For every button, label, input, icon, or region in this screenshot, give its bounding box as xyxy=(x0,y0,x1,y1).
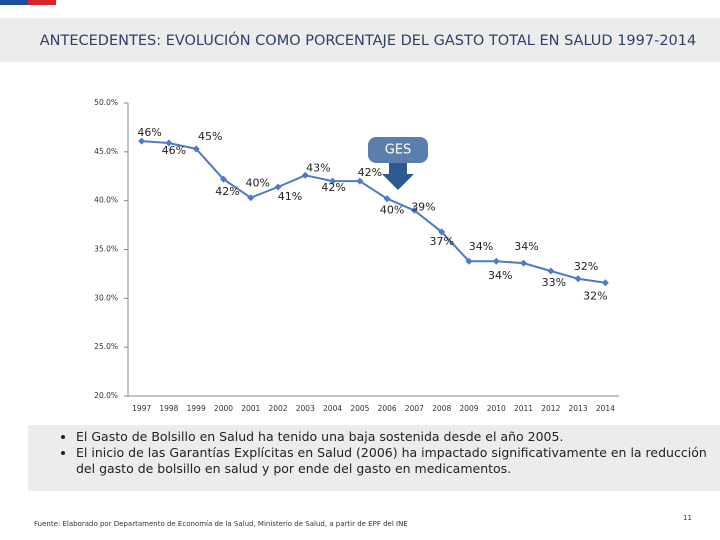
y-tick-label: 35.0% xyxy=(94,245,118,254)
x-tick-label: 2013 xyxy=(569,404,588,413)
value-label: 34% xyxy=(488,269,512,282)
annotation: GES xyxy=(385,143,412,158)
marker xyxy=(247,194,255,202)
x-tick-label: 2009 xyxy=(459,404,478,413)
bullet-box: El Gasto de Bolsillo en Salud ha tenido … xyxy=(28,425,720,491)
x-tick-label: 2006 xyxy=(378,404,397,413)
x-tick-label: 1997 xyxy=(132,404,151,413)
value-label: 40% xyxy=(246,177,270,190)
value-label: 32% xyxy=(574,260,598,273)
value-label: 37% xyxy=(429,235,453,248)
x-tick-label: 2008 xyxy=(432,404,451,413)
flag-red xyxy=(28,0,56,5)
x-tick-label: 2002 xyxy=(268,404,287,413)
marker xyxy=(547,267,555,275)
bullet: El Gasto de Bolsillo en Salud ha tenido … xyxy=(76,429,710,445)
y-tick-label: 50.0% xyxy=(94,98,118,107)
bullet-list: El Gasto de Bolsillo en Salud ha tenido … xyxy=(48,429,710,477)
marker xyxy=(219,175,227,183)
value-label: 45% xyxy=(198,130,222,143)
marker xyxy=(383,195,391,203)
marker xyxy=(410,206,418,214)
x-tick-label: 2001 xyxy=(241,404,260,413)
x-tick-label: 2012 xyxy=(541,404,560,413)
value-label: 34% xyxy=(514,240,538,253)
x-tick-label: 2004 xyxy=(323,404,342,413)
value-label: 39% xyxy=(411,200,435,213)
x-tick-label: 2005 xyxy=(350,404,369,413)
value-label: 34% xyxy=(469,240,493,253)
value-label: 32% xyxy=(583,290,607,303)
x-tick-label: 1999 xyxy=(187,404,206,413)
value-label: 43% xyxy=(306,161,330,174)
x-tick-label: 2011 xyxy=(514,404,533,413)
ges-arrow xyxy=(382,163,414,190)
chart-title: ANTECEDENTES: EVOLUCIÓN COMO PORCENTAJE … xyxy=(40,31,697,49)
y-tick-label: 45.0% xyxy=(94,147,118,156)
y-tick-label: 30.0% xyxy=(94,293,118,302)
marker xyxy=(574,275,582,283)
bullet: El inicio de las Garantías Explícitas en… xyxy=(76,445,710,477)
y-tick-label: 20.0% xyxy=(94,391,118,400)
x-tick-label: 2003 xyxy=(296,404,315,413)
value-label: 41% xyxy=(278,190,302,203)
x-tick-label: 2014 xyxy=(596,404,615,413)
y-tick-label: 25.0% xyxy=(94,342,118,351)
source: Fuente: Elaborado por Departamento de Ec… xyxy=(34,520,408,528)
x-tick-label: 2000 xyxy=(214,404,233,413)
y-tick-label: 40.0% xyxy=(94,196,118,205)
value-label: 42% xyxy=(321,181,345,194)
value-label: 40% xyxy=(380,204,404,217)
x-tick-label: 1998 xyxy=(159,404,178,413)
value-label: 46% xyxy=(137,126,161,139)
x-tick-label: 2010 xyxy=(487,404,506,413)
marker xyxy=(465,257,473,265)
marker xyxy=(329,177,337,185)
page-number: 11 xyxy=(683,514,692,522)
value-label: 42% xyxy=(358,166,382,179)
title-bar xyxy=(0,18,720,62)
marker xyxy=(601,279,609,287)
value-label: 33% xyxy=(542,276,566,289)
x-tick-label: 2007 xyxy=(405,404,424,413)
value-label: 42% xyxy=(215,185,239,198)
marker xyxy=(492,257,500,265)
marker xyxy=(301,171,309,179)
marker xyxy=(274,183,282,191)
line xyxy=(141,140,606,284)
marker xyxy=(138,137,146,145)
marker xyxy=(356,177,364,185)
flag-blue xyxy=(0,0,28,5)
marker xyxy=(165,139,173,147)
value-label: 46% xyxy=(162,144,186,157)
marker xyxy=(192,145,200,153)
marker xyxy=(438,228,446,236)
ges-box xyxy=(368,137,428,163)
marker xyxy=(520,259,528,267)
